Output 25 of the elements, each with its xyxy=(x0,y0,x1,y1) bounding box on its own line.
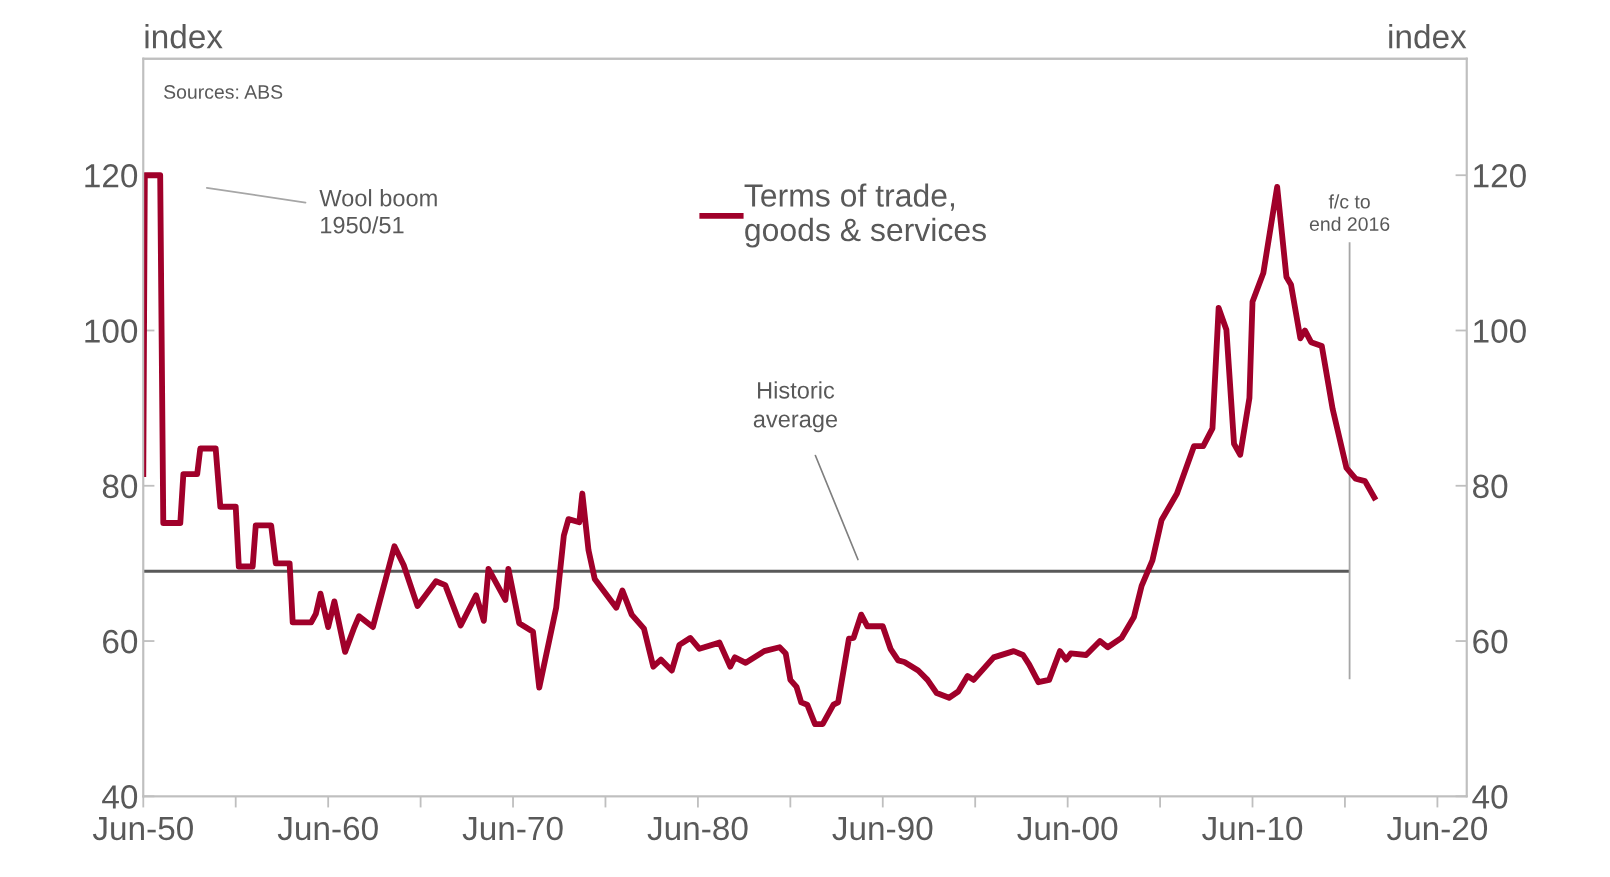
x-tick-label: Jun-90 xyxy=(832,816,933,841)
y-tick-label: 60 xyxy=(103,629,138,654)
x-tick-label: Jun-70 xyxy=(462,816,563,841)
annotation: Sources: ABS xyxy=(164,85,283,99)
x-tick-label: Jun-50 xyxy=(92,816,193,841)
y2-tick-label: 40 xyxy=(1472,785,1508,809)
x-tick-label: Jun-00 xyxy=(1017,816,1118,841)
y2-axis-title: index xyxy=(1389,24,1467,49)
annotation: Wool boom 1950/51 xyxy=(319,189,437,234)
y-tick-label: 40 xyxy=(102,785,138,809)
x-tick-label: Jun-10 xyxy=(1202,816,1303,841)
y2-tick-label: 60 xyxy=(1473,629,1508,654)
y-tick-label: 80 xyxy=(102,474,138,499)
y-axis-title: index xyxy=(145,24,223,49)
ref-line-label: Historic average xyxy=(753,381,838,433)
x-tick-label: Jun-80 xyxy=(647,816,748,841)
x-tick-label: Jun-60 xyxy=(277,816,378,841)
y-tick-label: 120 xyxy=(85,164,138,188)
y2-tick-label: 120 xyxy=(1474,164,1526,188)
x-tick-label: Jun-20 xyxy=(1386,816,1488,841)
y-tick-label: 100 xyxy=(85,319,138,343)
legend-label: Terms of trade, goods & services xyxy=(744,183,986,248)
y2-tick-label: 80 xyxy=(1473,474,1508,499)
y2-tick-label: 100 xyxy=(1474,319,1526,343)
ref-line-label: f/c to end 2016 xyxy=(1309,194,1390,231)
